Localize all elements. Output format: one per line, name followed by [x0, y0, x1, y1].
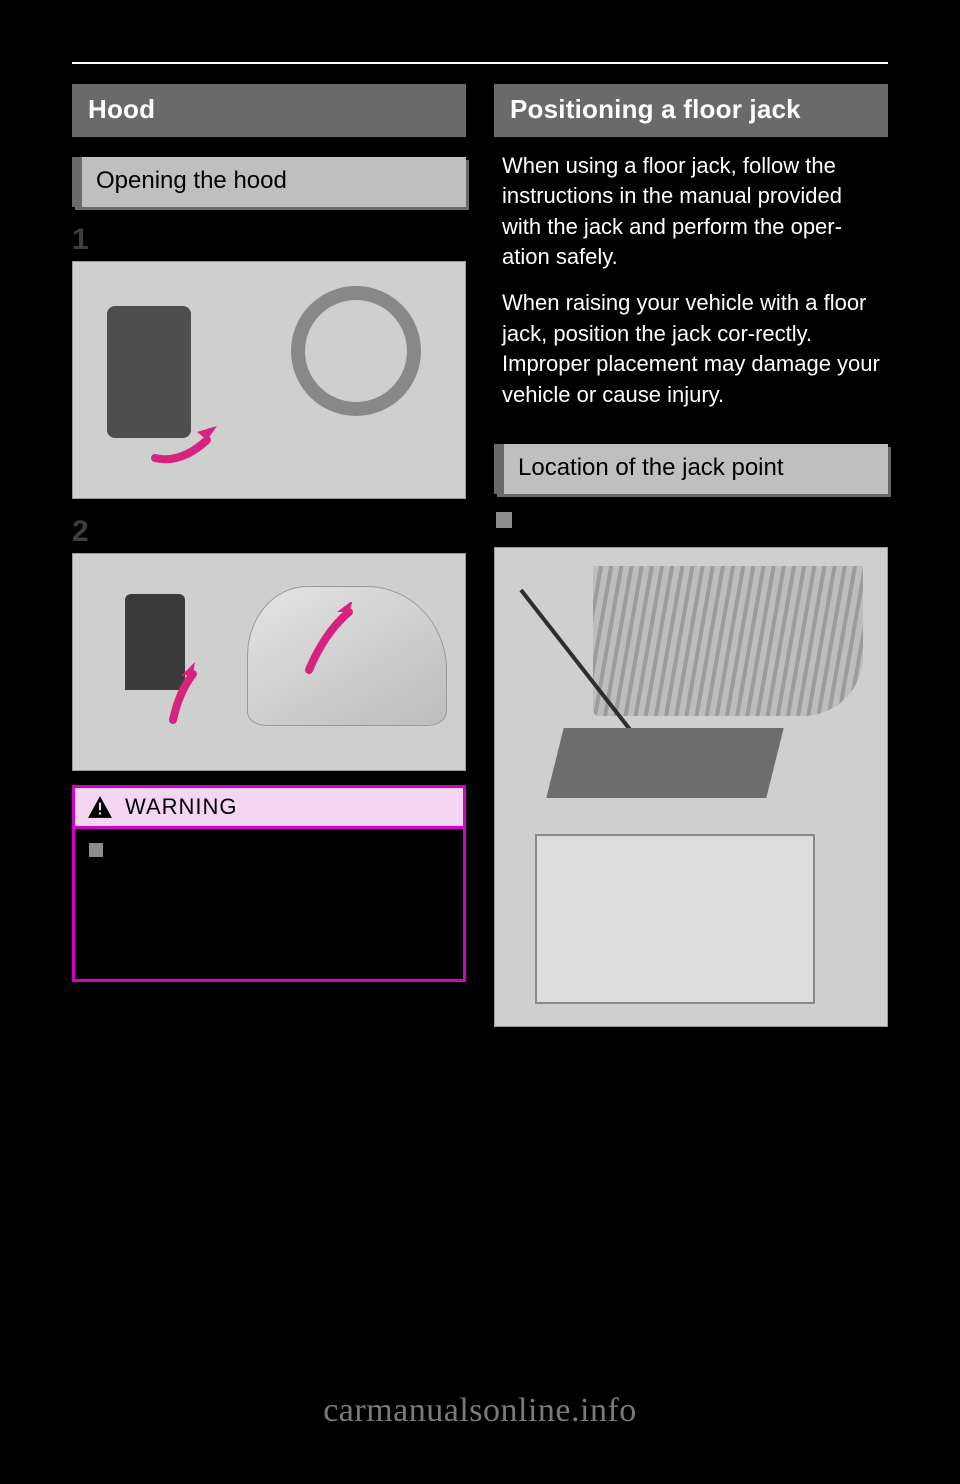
- arrow-icon: [163, 662, 223, 732]
- warning-triangle-icon: [87, 794, 113, 820]
- heading-floor-jack: Positioning a floor jack: [494, 84, 888, 137]
- warning-label: WARNING: [125, 794, 238, 820]
- square-bullet-icon: [89, 843, 103, 857]
- intro-paragraph-1: When using a floor jack, follow the inst…: [502, 151, 880, 272]
- figure-hood-release-lever: [72, 261, 466, 499]
- arrow-icon: [301, 602, 371, 682]
- figure-hood-latch: [72, 553, 466, 771]
- right-column: Positioning a floor jack When using a fl…: [494, 84, 888, 1027]
- intro-paragraph-2: When raising your vehicle with a floor j…: [502, 288, 880, 409]
- top-rule: [72, 62, 888, 64]
- subheading-opening-hood: Opening the hood: [72, 157, 466, 207]
- figure-jack-point: [494, 547, 888, 1027]
- warning-header: WARNING: [75, 788, 463, 829]
- footer-watermark: carmanualsonline.info: [0, 1392, 960, 1430]
- arrow-icon: [147, 410, 237, 470]
- columns: Hood Opening the hood 1 2: [72, 84, 888, 1027]
- left-column: Hood Opening the hood 1 2: [72, 84, 466, 1027]
- square-bullet-icon: [496, 512, 512, 528]
- heading-hood: Hood: [72, 84, 466, 137]
- warning-box: WARNING: [72, 785, 466, 982]
- warning-body: [75, 829, 463, 979]
- step-number-2: 2: [72, 517, 466, 547]
- intro-text: When using a floor jack, follow the inst…: [494, 137, 888, 410]
- page: Hood Opening the hood 1 2: [0, 0, 960, 1484]
- step-number-1: 1: [72, 225, 466, 255]
- subheading-jack-point: Location of the jack point: [494, 444, 888, 494]
